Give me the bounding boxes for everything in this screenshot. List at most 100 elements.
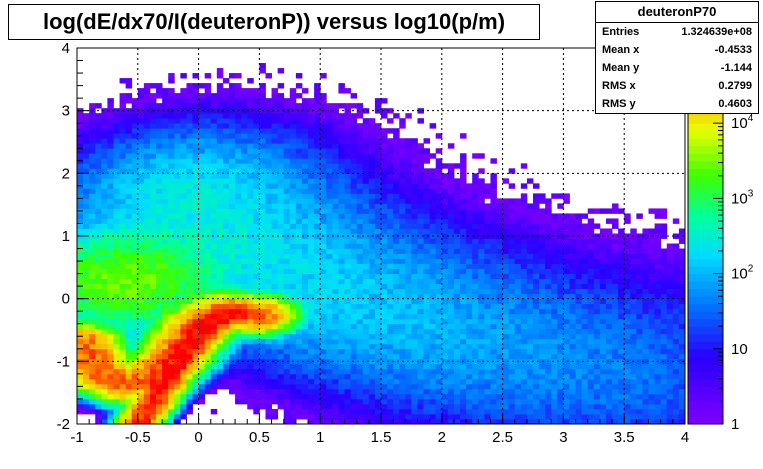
heatmap-cell bbox=[441, 328, 449, 335]
heatmap-cell bbox=[222, 363, 230, 370]
heatmap-cell bbox=[168, 238, 175, 244]
heatmap-cell bbox=[533, 353, 540, 360]
heatmap-cell bbox=[399, 278, 406, 285]
heatmap-cell bbox=[95, 178, 102, 184]
heatmap-cell bbox=[229, 223, 236, 229]
heatmap-cell bbox=[472, 213, 479, 219]
heatmap-cell bbox=[301, 198, 309, 204]
heatmap-cell bbox=[490, 173, 497, 179]
heatmap-cell bbox=[77, 388, 84, 395]
heatmap-cell bbox=[496, 273, 503, 280]
heatmap-cell bbox=[119, 363, 127, 370]
heatmap-cell bbox=[137, 98, 145, 104]
heatmap-cell bbox=[277, 313, 285, 320]
heatmap-cell bbox=[265, 273, 272, 280]
heatmap-cell bbox=[587, 358, 595, 365]
heatmap-cell bbox=[472, 343, 479, 350]
heatmap-cell bbox=[332, 138, 339, 144]
heatmap-cell bbox=[563, 253, 570, 259]
heatmap-cell bbox=[332, 353, 339, 360]
heatmap-cell bbox=[332, 198, 339, 204]
heatmap-cell bbox=[557, 358, 564, 365]
heatmap-cell bbox=[490, 263, 497, 269]
heatmap-cell bbox=[381, 143, 388, 149]
heatmap-cell bbox=[545, 253, 552, 259]
heatmap-cell bbox=[362, 258, 370, 264]
heatmap-cell bbox=[229, 368, 236, 375]
heatmap-cell bbox=[186, 223, 193, 229]
heatmap-cell bbox=[113, 373, 120, 380]
heatmap-cell bbox=[174, 173, 181, 179]
heatmap-cell bbox=[326, 153, 333, 159]
heatmap-cell bbox=[137, 353, 145, 360]
heatmap-cell bbox=[320, 228, 327, 234]
heatmap-cell bbox=[222, 253, 230, 259]
heatmap-cell bbox=[338, 183, 345, 189]
heatmap-cell bbox=[83, 213, 90, 219]
heatmap-cell bbox=[514, 293, 522, 300]
heatmap-cell bbox=[198, 158, 206, 164]
heatmap-cell bbox=[447, 328, 455, 335]
heatmap-cell bbox=[210, 283, 218, 290]
heatmap-cell bbox=[460, 338, 467, 345]
heatmap-cell bbox=[478, 353, 485, 360]
heatmap-cell bbox=[265, 323, 272, 330]
heatmap-cell bbox=[204, 138, 212, 144]
heatmap-cell bbox=[107, 188, 114, 194]
heatmap-cell bbox=[393, 313, 400, 320]
heatmap-cell bbox=[301, 223, 309, 229]
heatmap-cell bbox=[162, 173, 169, 179]
heatmap-cell bbox=[89, 118, 96, 124]
heatmap-cell bbox=[83, 203, 90, 209]
heatmap-cell bbox=[125, 393, 133, 400]
heatmap-cell bbox=[593, 328, 601, 335]
heatmap-cell bbox=[308, 203, 315, 209]
heatmap-cell bbox=[131, 258, 139, 264]
heatmap-cell bbox=[533, 303, 540, 310]
heatmap-cell bbox=[137, 378, 145, 385]
heatmap-cell bbox=[362, 408, 370, 415]
heatmap-cell bbox=[162, 228, 169, 234]
heatmap-cell bbox=[131, 238, 139, 244]
heatmap-cell bbox=[472, 303, 479, 310]
heatmap-cell bbox=[259, 168, 266, 174]
heatmap-cell bbox=[393, 193, 400, 199]
heatmap-cell bbox=[222, 323, 230, 330]
heatmap-cell bbox=[156, 398, 163, 405]
heatmap-cell bbox=[368, 283, 376, 290]
heatmap-cell bbox=[399, 188, 406, 194]
heatmap-cell bbox=[265, 188, 272, 194]
heatmap-cell bbox=[308, 168, 315, 174]
heatmap-cell bbox=[259, 263, 266, 269]
heatmap-cell bbox=[569, 298, 576, 305]
heatmap-cell bbox=[502, 408, 510, 415]
heatmap-cell bbox=[216, 168, 224, 174]
heatmap-cell bbox=[563, 268, 570, 274]
heatmap-cell bbox=[332, 233, 339, 239]
heatmap-cell bbox=[204, 218, 212, 224]
heatmap-cell bbox=[356, 203, 364, 209]
heatmap-cell bbox=[77, 218, 84, 224]
heatmap-cell bbox=[119, 283, 127, 290]
heatmap-cell bbox=[466, 363, 473, 370]
heatmap-cell bbox=[520, 273, 528, 280]
heatmap-cell bbox=[350, 133, 358, 139]
heatmap-cell bbox=[241, 128, 248, 134]
heatmap-cell bbox=[417, 418, 424, 424]
heatmap-cell bbox=[520, 183, 528, 189]
heatmap-cell bbox=[447, 338, 455, 345]
heatmap-cell bbox=[472, 263, 479, 269]
heatmap-cell bbox=[283, 263, 291, 269]
heatmap-cell bbox=[241, 318, 248, 325]
heatmap-cell bbox=[216, 138, 224, 144]
heatmap-cell bbox=[545, 388, 552, 395]
heatmap-cell bbox=[393, 298, 400, 305]
heatmap-cell bbox=[235, 353, 242, 360]
heatmap-cell bbox=[405, 198, 412, 204]
heatmap-cell bbox=[162, 193, 169, 199]
heatmap-cell bbox=[557, 318, 564, 325]
heatmap-cell bbox=[259, 343, 266, 350]
heatmap-cell bbox=[89, 298, 96, 305]
heatmap-cell bbox=[156, 303, 163, 310]
heatmap-cell bbox=[368, 363, 376, 370]
